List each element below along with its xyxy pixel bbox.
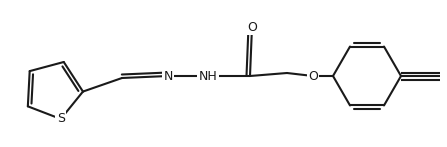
Text: NH: NH (198, 70, 217, 82)
Text: N: N (163, 70, 173, 82)
Text: O: O (308, 70, 318, 82)
Text: O: O (247, 20, 257, 34)
Text: S: S (57, 112, 65, 126)
